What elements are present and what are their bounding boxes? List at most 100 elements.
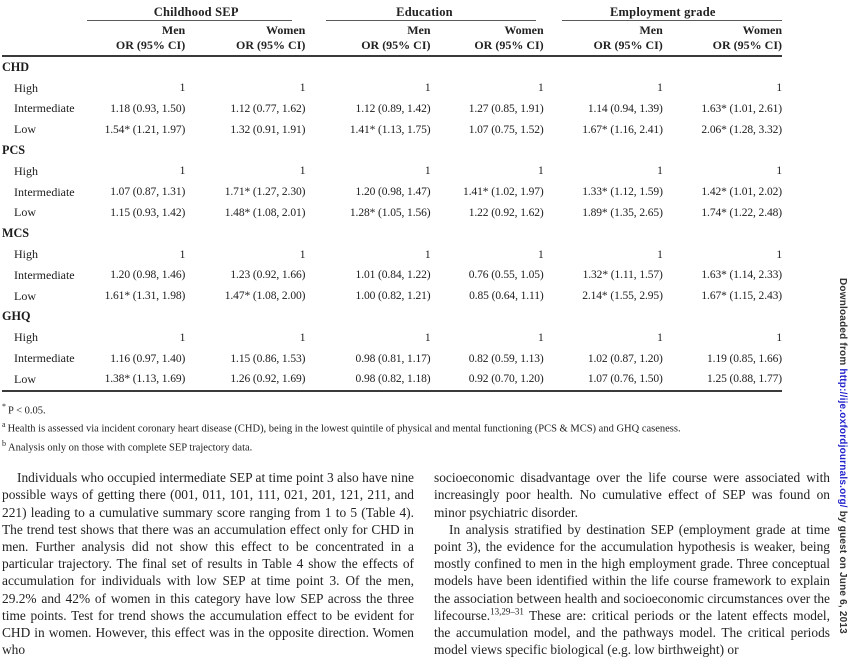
row-label: High — [14, 163, 38, 178]
table-row: Intermediate 1.16 (0.97, 1.40) 1.15 (0.86,… — [2, 348, 782, 369]
section-spacer — [87, 140, 782, 161]
col-header-or-ci: OR (95% CI) — [305, 38, 431, 57]
footnote-line: a Health is assessed via incident coronar… — [2, 418, 802, 437]
col-header-or-ci: OR (95% CI) — [185, 38, 306, 57]
or-cell: 1 — [776, 248, 782, 261]
or-cell: 1.12 (0.77, 1.62) — [230, 102, 306, 115]
section-row: CHD — [2, 56, 782, 78]
article-body: Individuals who occupied intermediate SE… — [2, 469, 830, 658]
or-cell: 0.98 (0.82, 1.18) — [355, 373, 431, 386]
or-cell: 0.76 (0.55, 1.05) — [468, 269, 544, 282]
section-row: GHQ — [2, 307, 782, 328]
or-cell: 1 — [179, 248, 186, 261]
or-cell: 1 — [424, 165, 431, 178]
or-cell: 1.32* (1.11, 1.57) — [582, 269, 663, 282]
group-header-employment-grade: Employment grade — [543, 4, 782, 21]
citation-superscript: 13,29–31 — [490, 606, 524, 617]
or-cell: 1.00 (0.82, 1.21) — [355, 290, 431, 303]
or-cell: 1.48* (1.08, 2.01) — [224, 206, 306, 219]
table-header: Childhood SEP Education Employment grade… — [2, 4, 782, 57]
row-label: High — [14, 330, 38, 345]
footnote-text: P < 0.05. — [8, 405, 46, 417]
group-header-childhood-sep: Childhood SEP — [87, 4, 306, 21]
or-cell: 1 — [776, 331, 782, 344]
or-cell: 1.22 (0.92, 1.62) — [468, 206, 544, 219]
col-header-men: Men — [407, 23, 431, 37]
or-cell: 1.42* (1.01, 2.02) — [701, 186, 782, 199]
row-label: Low — [14, 205, 36, 220]
or-cell: 1.01 (0.84, 1.22) — [355, 269, 431, 282]
col-header-men: Men — [161, 23, 186, 37]
or-cell: 1.12 (0.89, 1.42) — [355, 102, 431, 115]
or-cell: 0.98 (0.81, 1.17) — [355, 352, 431, 365]
row-label: Low — [14, 371, 36, 386]
or-cell: 1.15 (0.86, 1.53) — [230, 352, 306, 365]
table-footnotes: * P < 0.05. a Health is assessed via incide… — [2, 400, 802, 456]
table-row: Low 1.38* (1.13, 1.69) 1.26 (0.92, 1.69) 0.… — [2, 369, 782, 391]
row-label: High — [14, 247, 38, 262]
table-body: CHD High 1 1 1 1 1 1 Intermediate 1.18 (0.93, 1.5… — [2, 56, 782, 391]
or-cell: 1.20 (0.98, 1.47) — [355, 186, 431, 199]
or-cell: 1 — [657, 82, 663, 95]
or-cell: 1.07 (0.76, 1.50) — [587, 373, 663, 386]
col-header-or-ci: OR (95% CI) — [87, 38, 186, 57]
or-cell: 1 — [538, 331, 544, 344]
table-row: High 1 1 1 1 1 1 — [2, 327, 782, 348]
paragraph: In analysis stratified by destination SE… — [434, 521, 830, 659]
or-cell: 1 — [776, 82, 782, 95]
body-column-left: Individuals who occupied intermediate SE… — [2, 469, 414, 658]
table-row: Intermediate 1.20 (0.98, 1.46) 1.23 (0.92,… — [2, 265, 782, 286]
or-cell: 2.06* (1.28, 3.32) — [701, 123, 782, 136]
results-table: Childhood SEP Education Employment grade… — [2, 4, 782, 392]
table-row: Low 1.61* (1.31, 1.98) 1.47* (1.08, 2.00) 1… — [2, 286, 782, 307]
or-cell: 1.32 (0.91, 1.91) — [230, 123, 306, 136]
or-cell: 1.67* (1.16, 2.41) — [582, 123, 663, 136]
section-spacer — [87, 223, 782, 244]
journal-url-link[interactable]: http://ije.oxfordjournals.org/ — [837, 368, 848, 508]
or-cell: 1.71* (1.27, 2.30) — [224, 186, 306, 199]
table-row: Low 1.54* (1.21, 1.97) 1.32 (0.91, 1.91) 1.… — [2, 119, 782, 140]
group-header-education: Education — [305, 4, 544, 21]
section-row: MCS — [2, 223, 782, 244]
watermark-suffix: by guest on June 6, 2013 — [837, 507, 848, 634]
or-cell: 0.85 (0.64, 1.11) — [469, 290, 544, 303]
or-cell: 1.28* (1.05, 1.56) — [349, 206, 431, 219]
section-label: MCS — [2, 226, 30, 241]
row-label: Intermediate — [14, 101, 75, 116]
footnote-marker: b — [2, 438, 6, 448]
footnote-marker: a — [2, 420, 6, 430]
or-cell: 1.02 (0.87, 1.20) — [587, 352, 663, 365]
or-cell: 1 — [776, 165, 782, 178]
col-header-women: Women — [742, 23, 782, 37]
or-cell: 1 — [424, 248, 431, 261]
col-header-or-ci: OR (95% CI) — [430, 38, 544, 57]
or-cell: 1 — [538, 165, 544, 178]
col-header-men: Men — [639, 23, 663, 37]
table-row: High 1 1 1 1 1 1 — [2, 78, 782, 99]
paragraph-text: These are: critical periods or the laten… — [434, 607, 830, 658]
paragraph: Individuals who occupied intermediate SE… — [2, 470, 414, 658]
or-cell: 1 — [538, 82, 544, 95]
or-cell: 1 — [657, 248, 663, 261]
or-cell: 1.38* (1.13, 1.69) — [104, 373, 186, 386]
table-row: Intermediate 1.07 (0.87, 1.31) 1.71* (1.27… — [2, 182, 782, 203]
or-cell: 1.27 (0.85, 1.91) — [468, 102, 544, 115]
table-row: High 1 1 1 1 1 1 — [2, 161, 782, 182]
section-label: CHD — [2, 59, 30, 74]
or-cell: 0.92 (0.70, 1.20) — [468, 373, 544, 386]
footnote-text: Health is assessed via incident coronary… — [7, 423, 681, 435]
or-cell: 1 — [179, 82, 186, 95]
or-cell: 1.14 (0.94, 1.39) — [587, 102, 663, 115]
row-label: Intermediate — [14, 267, 75, 282]
or-cell: 1.20 (0.98, 1.46) — [110, 269, 186, 282]
footnote-text: Analysis only on those with complete SEP… — [8, 442, 253, 454]
or-cell: 1 — [424, 331, 431, 344]
or-cell: 1.16 (0.97, 1.40) — [110, 352, 186, 365]
or-cell: 1 — [424, 82, 431, 95]
or-cell: 1.07 (0.75, 1.52) — [468, 123, 544, 136]
or-cell: 1.26 (0.92, 1.69) — [230, 373, 306, 386]
header-spacer — [2, 38, 88, 57]
row-label: High — [14, 80, 38, 95]
section-label: GHQ — [2, 309, 31, 324]
